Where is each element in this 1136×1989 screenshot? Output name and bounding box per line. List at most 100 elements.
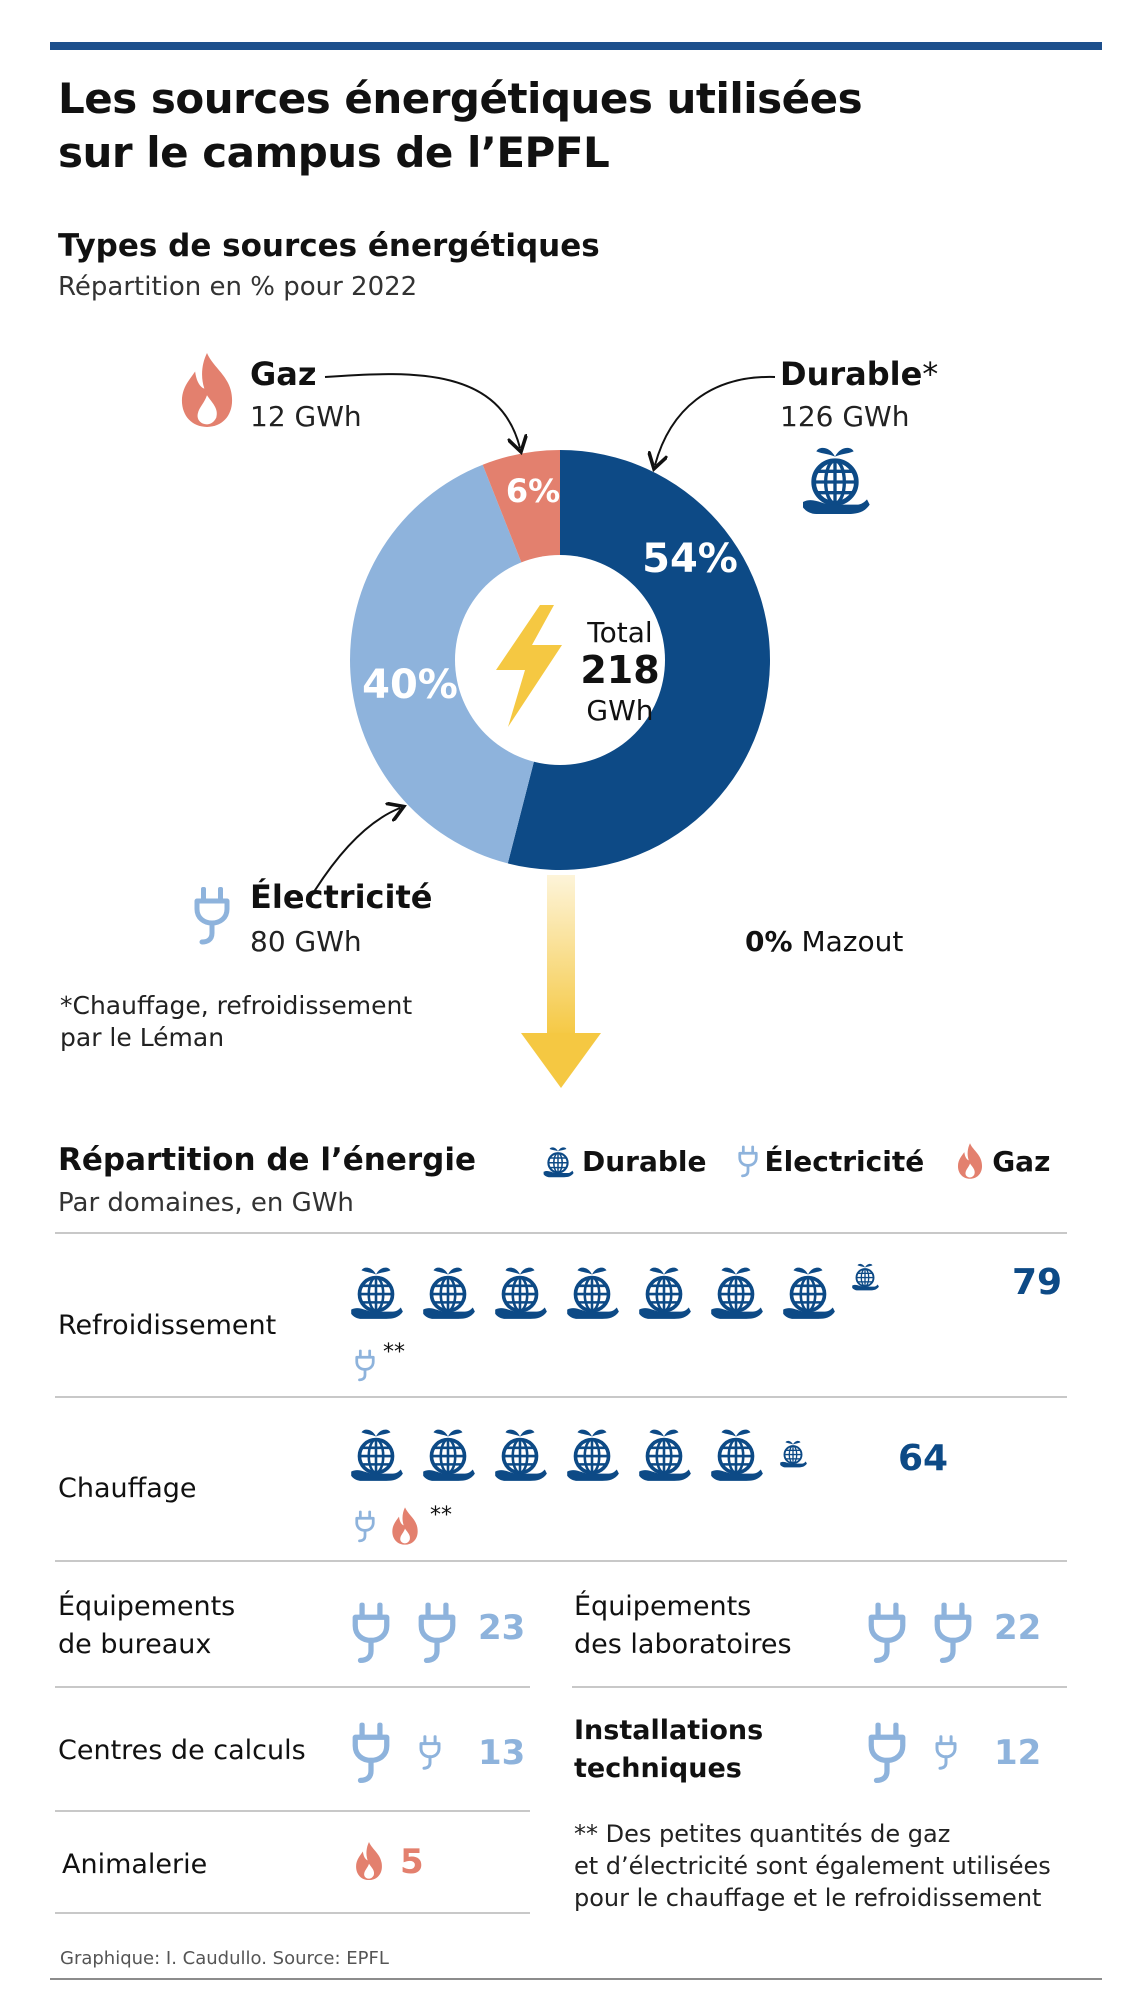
flame-icon xyxy=(181,353,233,427)
arrow-gaz xyxy=(324,373,520,448)
bars-title: Répartition de l’énergie xyxy=(58,1142,477,1178)
row-label-bureaux-line-2: de bureaux xyxy=(58,1629,212,1660)
globe-icon-small xyxy=(851,1262,880,1292)
divider xyxy=(55,1686,530,1688)
plug-icon xyxy=(192,880,232,950)
value-installations: 12 xyxy=(994,1733,1042,1773)
donut-title: Types de sources énergétiques xyxy=(58,228,600,264)
row-label-chauffage: Chauffage xyxy=(58,1473,197,1504)
globe-icon xyxy=(795,438,875,518)
globe-icon xyxy=(421,1265,477,1321)
globe-icon xyxy=(349,1265,405,1321)
donut-center-unit: GWh xyxy=(586,694,653,727)
legend-electricite-label: Électricité xyxy=(764,1144,925,1178)
mazout-name: Mazout xyxy=(801,925,904,958)
bars-footnote-line-3: pour le chauffage et le refroidissement xyxy=(574,1884,1042,1912)
plug-icon-small xyxy=(419,1733,441,1770)
plug-icon xyxy=(416,1598,458,1666)
plug-icon-small xyxy=(355,1347,375,1382)
globe-icon xyxy=(565,1427,621,1483)
legend-durable: Durable xyxy=(540,1142,707,1180)
credit: Graphique: I. Caudullo. Source: EPFL xyxy=(60,1948,389,1969)
legend-electricite: Électricité xyxy=(737,1142,925,1180)
donut-footnote-line-1: *Chauffage, refroidissement xyxy=(60,991,413,1020)
globe-icon xyxy=(565,1265,621,1321)
globe-icon xyxy=(781,1265,837,1321)
donut-slice-electricite xyxy=(350,464,560,864)
globe-icon xyxy=(709,1427,765,1483)
divider xyxy=(572,1686,1067,1688)
arrow-durable xyxy=(655,375,776,465)
label-mazout: 0% Mazout xyxy=(745,925,903,958)
donut-center-label: Total xyxy=(586,616,652,649)
value-gaz: 12 GWh xyxy=(250,400,362,433)
globe-icon xyxy=(421,1427,477,1483)
down-arrow-shaft xyxy=(547,875,575,1037)
bars-footnote-line-1: ** Des petites quantités de gaz xyxy=(574,1820,951,1848)
value-laboratoires: 22 xyxy=(994,1608,1042,1648)
row-label-refroidissement: Refroidissement xyxy=(58,1310,277,1341)
globe-icon xyxy=(637,1427,693,1483)
icon-row-chauffage xyxy=(345,1422,809,1484)
row-label-installations-line-2: techniques xyxy=(574,1753,742,1784)
row-label-laboratoires: Équipements des laboratoires xyxy=(574,1588,792,1664)
label-gaz: Gaz xyxy=(250,355,317,393)
plug-icon xyxy=(866,1718,908,1786)
page-title-line-1: Les sources énergétiques utilisées xyxy=(58,74,863,123)
divider xyxy=(55,1232,1067,1234)
row-label-laboratoires-line-1: Équipements xyxy=(574,1591,752,1622)
legend-gaz: Gaz xyxy=(954,1142,1050,1180)
plug-icon-small xyxy=(355,1508,375,1543)
row-label-animalerie: Animalerie xyxy=(62,1849,208,1880)
row-label-bureaux-line-1: Équipements xyxy=(58,1591,236,1622)
donut-chart: Total 218 GWh 54% 40% 6% xyxy=(350,450,771,870)
globe-icon xyxy=(637,1265,693,1321)
plug-icon-small xyxy=(935,1733,957,1770)
pct-label-electricite: 40% xyxy=(362,662,458,708)
flame-icon-small xyxy=(356,1841,382,1881)
annotation-arrows xyxy=(311,373,776,1088)
donut-footnote-line-2: par le Léman xyxy=(60,1023,225,1052)
divider xyxy=(55,1396,1067,1398)
row-label-installations: Installations techniques xyxy=(574,1712,763,1788)
plug-icon xyxy=(350,1598,392,1666)
page-title-line-2: sur le campus de l’EPFL xyxy=(58,128,610,177)
globe-icon xyxy=(493,1265,549,1321)
bars-subtitle: Par domaines, en GWh xyxy=(58,1188,354,1218)
divider xyxy=(55,1560,1067,1562)
lightning-bolt-icon xyxy=(496,605,562,727)
top-bar xyxy=(50,42,1102,50)
donut-center-value: 218 xyxy=(580,648,659,692)
value-bureaux: 23 xyxy=(478,1608,526,1648)
bars-footnote: ** Des petites quantités de gaz et d’éle… xyxy=(574,1818,1051,1914)
value-calculs: 13 xyxy=(478,1733,526,1773)
value-chauffage: 64 xyxy=(898,1438,949,1479)
icon-row-refroidissement xyxy=(345,1260,881,1322)
pct-label-gaz: 6% xyxy=(506,472,560,510)
page-title: Les sources énergétiques utilisées sur l… xyxy=(58,72,863,180)
value-refroidissement: 79 xyxy=(1012,1262,1063,1303)
legend-plug-icon xyxy=(737,1144,758,1178)
row-label-bureaux: Équipements de bureaux xyxy=(58,1588,235,1664)
legend-gaz-label: Gaz xyxy=(992,1144,1051,1178)
value-durable: 126 GWh xyxy=(780,400,910,433)
plug-icon xyxy=(932,1598,974,1666)
globe-icon xyxy=(709,1265,765,1321)
label-durable-name: Durable xyxy=(780,355,923,393)
note-refroidissement: ** xyxy=(383,1340,405,1365)
legend: Durable Électricité Gaz xyxy=(540,1142,1050,1180)
flame-icon-small xyxy=(392,1507,418,1545)
bars-footnote-line-2: et d’électricité sont également utilisée… xyxy=(574,1852,1051,1880)
label-electricite: Électricité xyxy=(250,878,433,916)
value-animalerie: 5 xyxy=(400,1842,424,1882)
value-electricite: 80 GWh xyxy=(250,925,362,958)
bottom-rule xyxy=(50,1978,1102,1980)
row-label-installations-line-1: Installations xyxy=(574,1715,764,1746)
globe-icon xyxy=(349,1427,405,1483)
mazout-pct: 0% xyxy=(745,925,793,958)
donut-hole xyxy=(455,555,665,765)
plug-icon xyxy=(350,1718,392,1786)
legend-durable-label: Durable xyxy=(582,1144,707,1178)
legend-globe-icon xyxy=(542,1146,575,1179)
row-label-laboratoires-line-2: des laboratoires xyxy=(574,1629,792,1660)
